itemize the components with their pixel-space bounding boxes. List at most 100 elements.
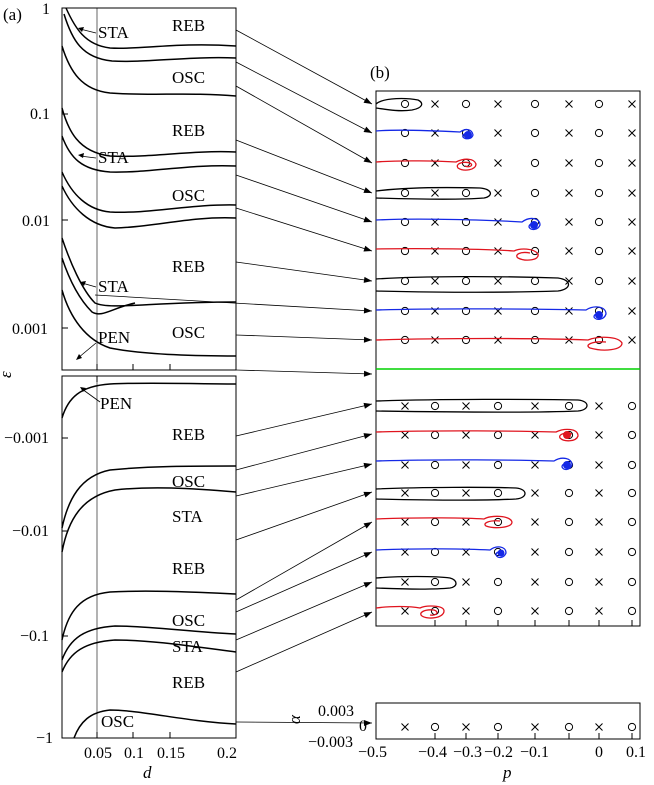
arrow-label: PEN: [100, 394, 132, 413]
connector-arrowhead: [363, 582, 372, 588]
connector-arrowhead: [363, 97, 372, 104]
x-ticks: [375, 620, 633, 626]
x-tick-label: 0.15: [157, 745, 185, 762]
connector-arrowhead: [363, 126, 372, 133]
cross-marker: [628, 129, 636, 137]
circle-marker: [461, 276, 471, 286]
x-axis-label-p: p: [502, 763, 512, 782]
circle-marker: [627, 488, 637, 498]
trajectory-black: [375, 398, 588, 413]
cross-marker: [431, 100, 439, 108]
trajectory-black: [375, 97, 423, 112]
cross-marker: [462, 402, 470, 410]
boundary-curve: [61, 590, 237, 641]
y-tick-label: 1: [42, 1, 50, 18]
x-tick-label: −0.4: [418, 744, 447, 761]
circle-marker: [430, 547, 440, 557]
trajectory-blue: [375, 128, 474, 140]
cross-marker: [628, 159, 636, 167]
y-ticks: [62, 376, 171, 739]
circle-marker: [430, 460, 440, 470]
y-tick-label: 0.1: [30, 106, 50, 123]
connector-arrow: [235, 463, 373, 497]
circle-marker: [400, 276, 410, 286]
cross-marker: [565, 307, 573, 315]
trajectory-red: [375, 336, 623, 351]
x-tick-label: −0.3: [453, 744, 482, 761]
connector-arrows: [94, 29, 373, 726]
cross-marker: [531, 723, 539, 731]
connector-arrowhead: [363, 187, 372, 193]
cross-marker: [595, 578, 603, 586]
circle-marker: [594, 158, 604, 168]
region-label: REB: [172, 559, 205, 578]
boundary-curve: [61, 625, 237, 661]
trajectory-endpoint: [530, 221, 538, 229]
alpha-axis-label: α: [285, 714, 304, 724]
cross-marker: [565, 189, 573, 197]
boundary-curve: [61, 639, 237, 673]
circle-marker: [493, 577, 503, 587]
region-label: REB: [172, 425, 205, 444]
connector-arrowhead: [363, 245, 372, 252]
circle-marker: [493, 401, 503, 411]
alpha-x-ticks: [375, 733, 633, 739]
circle-marker: [564, 488, 574, 498]
trajectory-blue: [375, 546, 507, 559]
connector-arrowhead: [363, 462, 372, 469]
connector-arrow: [235, 29, 373, 105]
arrow-label: STA: [98, 148, 129, 167]
cross-marker: [595, 607, 603, 615]
trajectory-red: [375, 515, 513, 529]
arrowhead: [80, 387, 86, 392]
panel-a-label: (a): [3, 5, 22, 24]
region-label: OSC: [101, 712, 134, 731]
cross-marker: [595, 431, 603, 439]
circle-marker: [564, 517, 574, 527]
connector-arrowhead: [363, 612, 372, 618]
connector-arrowhead: [363, 307, 372, 314]
boundary-curve: [61, 107, 237, 158]
cross-marker: [462, 607, 470, 615]
circle-marker: [594, 99, 604, 109]
arrowhead: [78, 27, 84, 32]
region-label: OSC: [172, 323, 205, 342]
circle-marker: [627, 722, 637, 732]
connector-arrowhead: [363, 522, 372, 529]
region-label: REB: [172, 257, 205, 276]
circle-marker: [627, 401, 637, 411]
circle-marker: [430, 517, 440, 527]
trajectory-blue: [375, 217, 541, 231]
cross-marker: [494, 336, 502, 344]
circle-marker: [400, 335, 410, 345]
circle-marker: [594, 128, 604, 138]
trajectory-endpoint: [595, 311, 603, 319]
cross-marker: [401, 607, 409, 615]
boundary-curve: [73, 709, 237, 739]
connector-arrowhead: [363, 156, 372, 163]
connector-arrowhead: [363, 552, 372, 558]
cross-marker: [431, 277, 439, 285]
cross-marker: [565, 218, 573, 226]
y-tick-label: −0.001: [4, 430, 49, 447]
circle-marker: [400, 188, 410, 198]
connector-arrowhead: [363, 276, 372, 283]
connector-arrow: [235, 521, 373, 601]
trajectory-black: [375, 575, 457, 590]
panel-a-top-frame: [61, 7, 237, 371]
circle-marker: [594, 335, 604, 345]
circle-marker: [461, 246, 471, 256]
connector-arrow: [235, 334, 373, 341]
panel-a-top: REB OSC REB OSC REB OSC STA STA STA PEN …: [12, 1, 237, 371]
region-label: OSC: [172, 472, 205, 491]
cross-marker: [628, 277, 636, 285]
circle-marker: [530, 306, 540, 316]
boundary-curve: [65, 7, 237, 50]
trajectory-endpoint: [563, 431, 571, 439]
circle-marker: [594, 276, 604, 286]
y-tick-label: −0.01: [12, 523, 49, 540]
region-label: REB: [172, 673, 205, 692]
y-tick-label: −0.1: [20, 628, 49, 645]
circle-marker: [430, 722, 440, 732]
